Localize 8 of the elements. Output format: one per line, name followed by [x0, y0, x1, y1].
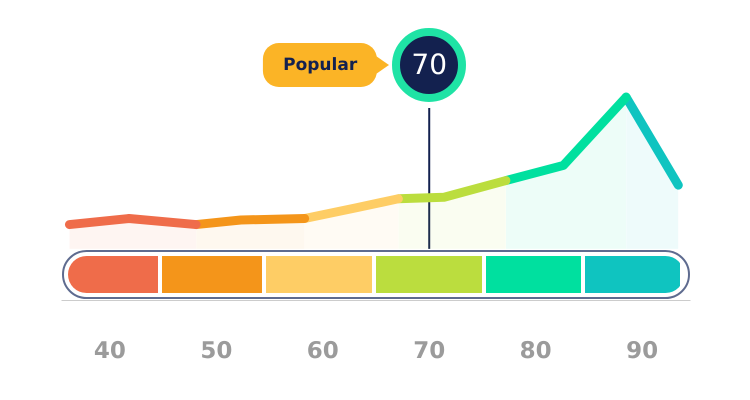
x-tick-label: 70 [413, 338, 446, 364]
x-tick-label: 60 [306, 338, 339, 364]
x-tick-label: 80 [520, 338, 552, 364]
ref-line-label: Popular [263, 43, 378, 87]
text: 70 [392, 28, 466, 102]
x-tick-label: 40 [94, 338, 126, 364]
x-tick-label: 90 [626, 338, 658, 364]
x-tick-label: 50 [200, 338, 232, 364]
